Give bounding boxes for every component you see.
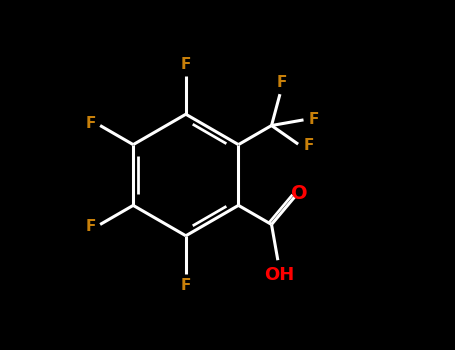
Text: F: F [277,75,287,90]
Text: F: F [303,138,314,153]
Text: F: F [85,116,96,131]
Text: F: F [309,112,319,127]
Text: O: O [291,184,308,203]
Text: F: F [181,279,191,293]
Text: F: F [85,219,96,234]
Text: F: F [181,57,191,71]
Text: OH: OH [264,266,295,284]
